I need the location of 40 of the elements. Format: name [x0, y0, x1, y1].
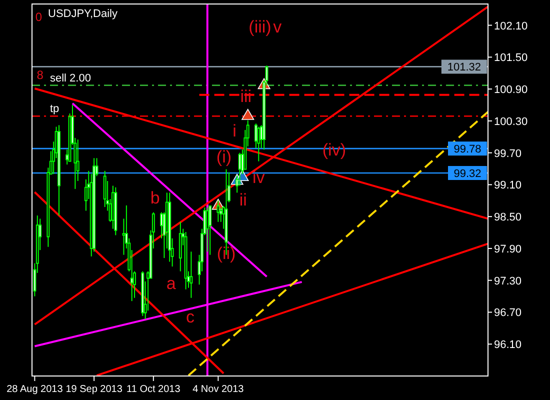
ref-line-label: 101.32 — [447, 62, 482, 74]
annotation: iv — [252, 168, 266, 188]
annotation: v — [273, 17, 282, 36]
y-tick-label: 96.70 — [494, 307, 522, 320]
annotation: 8 — [36, 68, 44, 82]
chart-title: USDJPY,Daily — [48, 8, 118, 20]
x-tick-label: 11 Oct 2013 — [126, 384, 181, 395]
y-tick-label: 100.30 — [494, 116, 528, 128]
x-tick-label: 19 Sep 2013 — [66, 384, 123, 395]
annotation: 0 — [35, 10, 42, 24]
candlestick — [190, 251, 193, 298]
y-tick-label: 98.50 — [494, 212, 522, 224]
candlestick — [257, 126, 260, 162]
x-tick-label: 28 Aug 2013 — [6, 384, 64, 395]
ref-line-label: sell 2.00 — [50, 72, 91, 84]
annotation: i — [232, 121, 236, 140]
annotation: c — [186, 307, 195, 326]
candlestick — [103, 170, 106, 208]
ref-line-label: 99.78 — [454, 144, 482, 156]
annotation: b — [150, 188, 160, 208]
candlestick — [122, 218, 126, 256]
y-tick-label: 100.90 — [494, 84, 528, 96]
y-tick-label: 97.30 — [494, 275, 522, 288]
ref-line-label: tp — [50, 103, 60, 116]
annotation: a — [166, 274, 176, 293]
y-tick-label: 99.10 — [494, 180, 522, 192]
y-tick-label: 102.10 — [494, 20, 528, 32]
y-tick-label: 97.90 — [494, 243, 522, 256]
point — [242, 108, 254, 120]
x-tick-label: 4 Nov 2013 — [192, 384, 244, 395]
y-tick-label: 96.10 — [494, 339, 522, 352]
y-tick-label: 101.50 — [494, 52, 528, 64]
annotation: (ii) — [216, 244, 236, 264]
annotation: ii — [239, 190, 247, 210]
candlestick — [206, 207, 209, 252]
annotation: (iii) — [248, 17, 272, 36]
y-tick-label: 99.70 — [494, 148, 522, 160]
candlestick — [216, 200, 220, 222]
ref-line-label: 99.32 — [454, 168, 482, 180]
annotation: (i) — [216, 148, 232, 167]
